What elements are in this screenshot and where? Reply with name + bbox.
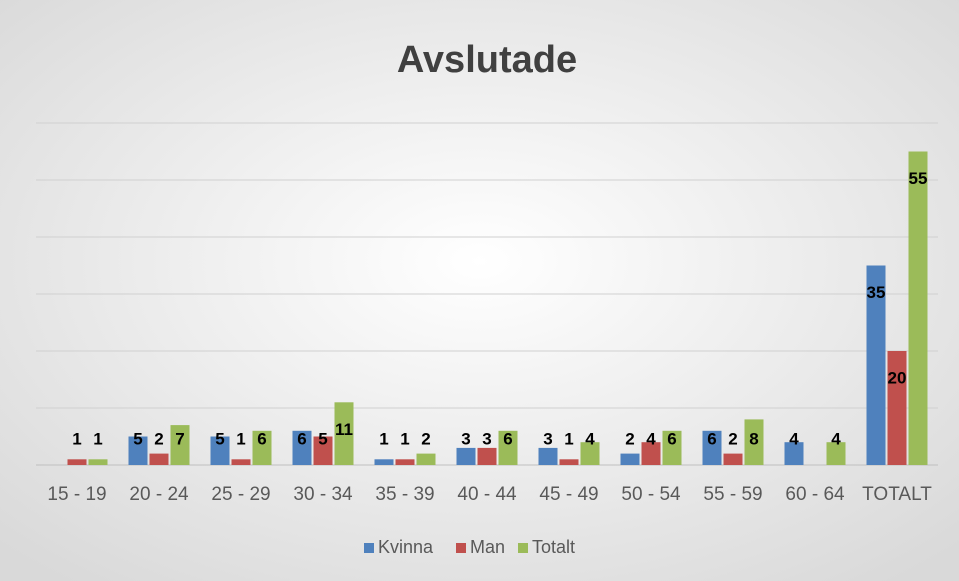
bar — [88, 459, 108, 465]
bar — [538, 447, 558, 465]
data-label: 5 — [133, 429, 142, 448]
bar — [723, 453, 743, 465]
bar — [252, 430, 272, 465]
data-label: 1 — [236, 429, 245, 448]
data-label: 4 — [585, 429, 595, 448]
data-label: 4 — [789, 429, 799, 448]
bar — [744, 419, 764, 465]
x-tick-label: TOTALT — [862, 484, 932, 505]
x-tick-label: 25 - 29 — [211, 484, 270, 505]
bar — [477, 447, 497, 465]
bar — [559, 459, 579, 465]
bar — [334, 402, 354, 465]
x-tick-label: 30 - 34 — [293, 484, 353, 505]
legend-label: Kvinna — [378, 537, 434, 557]
x-tick-label: 50 - 54 — [621, 484, 681, 505]
legend-label: Man — [470, 537, 505, 557]
data-label: 5 — [215, 429, 224, 448]
bar — [662, 430, 682, 465]
data-label: 5 — [318, 429, 327, 448]
legend-swatch — [518, 543, 528, 553]
bar — [580, 442, 600, 465]
data-label: 20 — [888, 368, 907, 387]
data-label: 8 — [749, 429, 758, 448]
bar — [826, 442, 846, 465]
data-label: 1 — [93, 429, 102, 448]
data-label: 2 — [421, 429, 430, 448]
bar — [784, 442, 804, 465]
data-label: 11 — [335, 420, 353, 439]
x-tick-label: 15 - 19 — [47, 484, 106, 505]
data-label: 7 — [175, 429, 184, 448]
data-label: 2 — [728, 429, 737, 448]
data-label: 1 — [400, 429, 409, 448]
bar — [128, 436, 148, 465]
bar — [374, 459, 394, 465]
data-label: 35 — [867, 283, 886, 302]
bar — [416, 453, 436, 465]
bar — [641, 442, 661, 465]
data-label: 2 — [154, 429, 163, 448]
legend-swatch — [364, 543, 374, 553]
bar — [149, 453, 169, 465]
x-tick-label: 55 - 59 — [703, 484, 762, 505]
bar — [498, 430, 518, 465]
bar — [908, 151, 928, 465]
data-label: 6 — [707, 429, 716, 448]
x-tick-label: 45 - 49 — [539, 484, 598, 505]
data-label: 6 — [257, 429, 266, 448]
bar — [67, 459, 87, 465]
data-label: 1 — [379, 429, 388, 448]
bar — [292, 430, 312, 465]
x-tick-label: 60 - 64 — [785, 484, 845, 505]
bar — [702, 430, 722, 465]
data-label: 2 — [625, 429, 634, 448]
bar — [395, 459, 415, 465]
bar — [866, 265, 886, 465]
data-label: 4 — [646, 429, 656, 448]
legend-label: Totalt — [532, 537, 575, 557]
x-tick-label: 40 - 44 — [457, 484, 517, 505]
bar — [620, 453, 640, 465]
data-label: 1 — [72, 429, 81, 448]
x-tick-label: 20 - 24 — [129, 484, 189, 505]
bar — [456, 447, 476, 465]
chart-title: Avslutade — [397, 39, 577, 81]
bar — [210, 436, 230, 465]
bar — [887, 351, 907, 465]
data-label: 6 — [297, 429, 306, 448]
data-label: 55 — [909, 169, 928, 188]
data-label: 1 — [564, 429, 573, 448]
bar — [313, 436, 333, 465]
data-label: 6 — [667, 429, 676, 448]
data-label: 3 — [461, 429, 470, 448]
data-label: 4 — [831, 429, 841, 448]
x-tick-label: 35 - 39 — [375, 484, 434, 505]
data-label: 6 — [503, 429, 512, 448]
bar — [231, 459, 251, 465]
bar — [170, 425, 190, 465]
data-label: 3 — [543, 429, 552, 448]
legend-swatch — [456, 543, 466, 553]
data-label: 3 — [482, 429, 491, 448]
